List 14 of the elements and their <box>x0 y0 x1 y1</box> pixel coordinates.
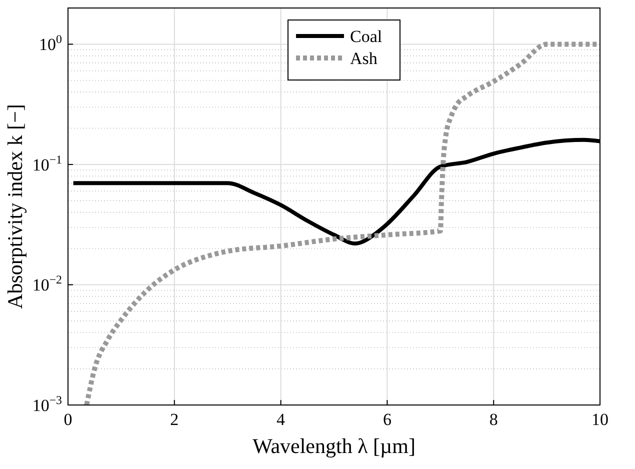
y-tick-label: 10$^{−1}$ <box>32 152 62 174</box>
y-tick-label: 10$^{−3}$ <box>32 393 62 415</box>
x-tick-label: 0 <box>64 410 72 429</box>
legend-label: Ash <box>350 49 378 68</box>
legend-label: Coal <box>350 27 382 46</box>
x-axis-title: Wavelength λ [µm] <box>252 434 416 458</box>
x-tick-label: 4 <box>276 410 286 429</box>
x-tick-label: 2 <box>170 410 179 429</box>
x-tick-label: 6 <box>382 410 392 429</box>
y-axis-title: Absorptivity index k [−] <box>3 104 27 309</box>
x-tick-label: 10 <box>592 410 608 429</box>
y-tick-label: 10$^{−2}$ <box>32 272 62 295</box>
y-tick-label: 10$^{0}$ <box>39 32 62 54</box>
x-tick-label: 8 <box>489 410 498 429</box>
